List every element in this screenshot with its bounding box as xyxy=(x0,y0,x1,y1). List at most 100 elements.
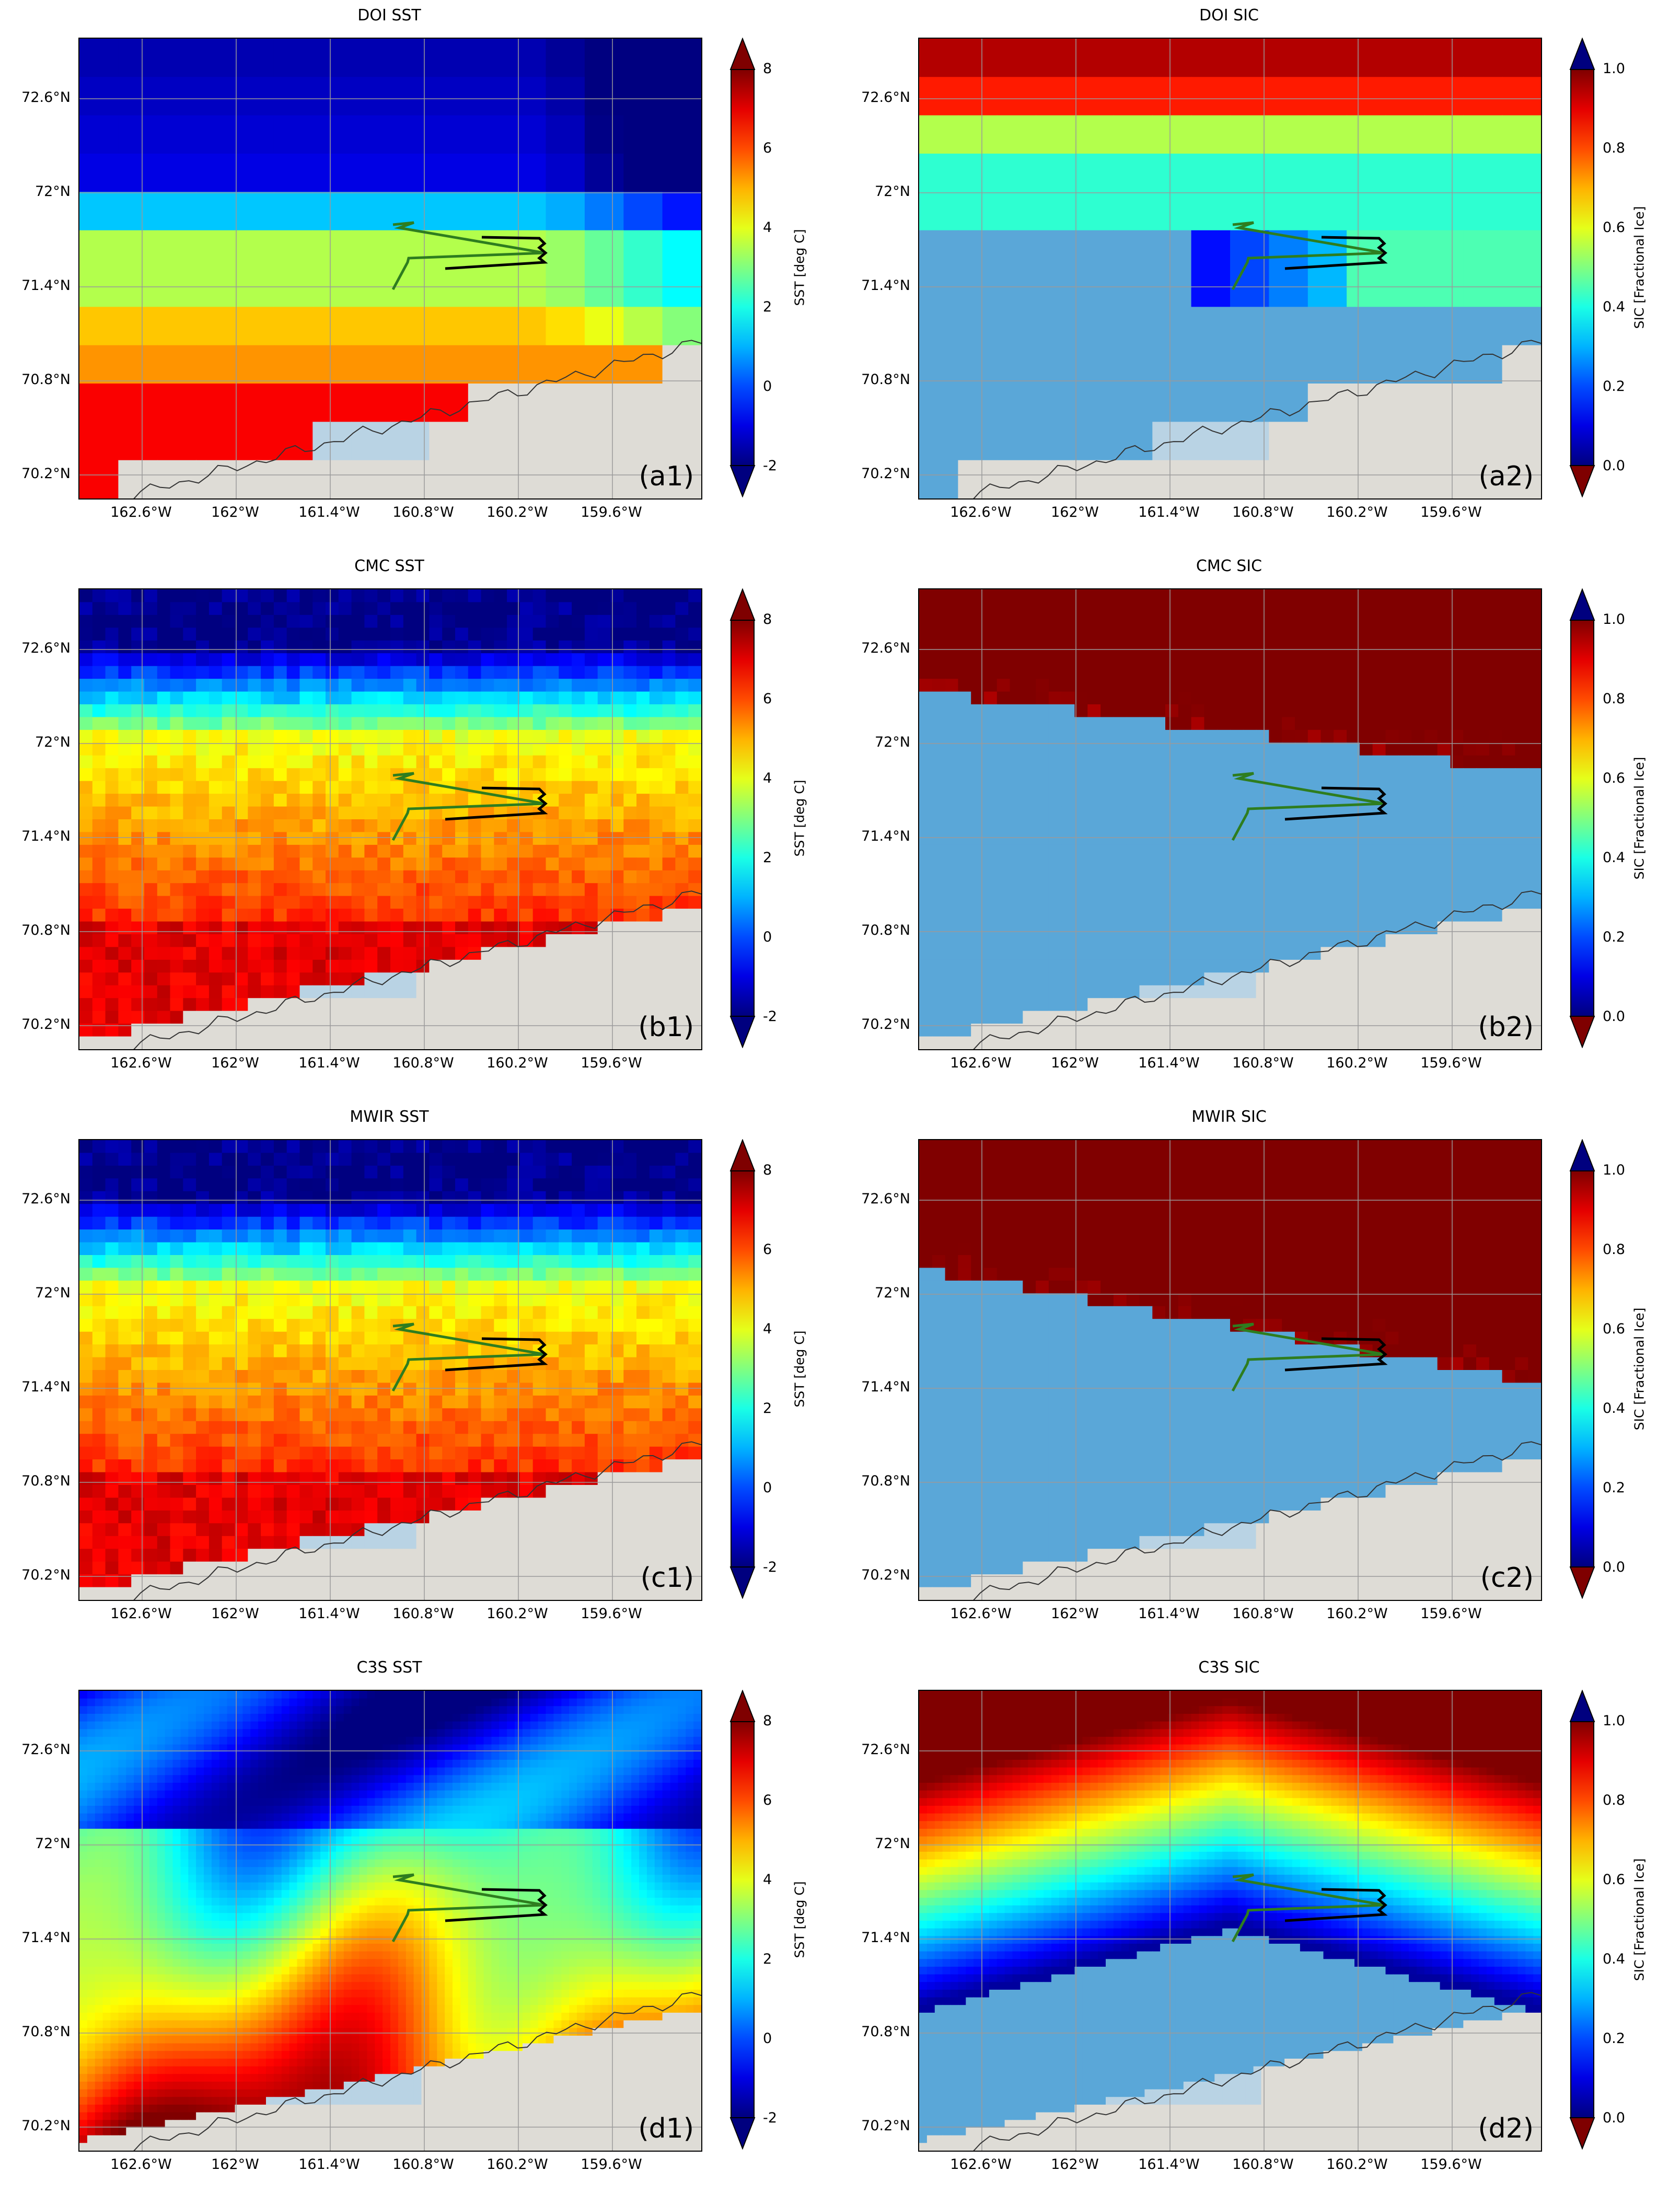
colorbar-tick-label: 0.0 xyxy=(1603,458,1625,474)
lon-tick-label: 162°W xyxy=(1038,2156,1111,2173)
colorbar-tick-label: 0.2 xyxy=(1603,2030,1625,2047)
panel-label: (b2) xyxy=(1478,1012,1534,1043)
colorbar-label: SST [deg C] xyxy=(792,1882,807,1958)
field-cells xyxy=(79,1140,701,1600)
lat-tick-label: 70.8°N xyxy=(3,371,71,388)
lon-tick-label: 160.8°W xyxy=(1226,2156,1300,2173)
panel-label: (a1) xyxy=(639,461,694,492)
lat-tick-label: 72.6°N xyxy=(842,1191,910,1207)
panel-title: C3S SIC xyxy=(918,1658,1540,1677)
lon-tick-label: 162°W xyxy=(1038,1055,1111,1071)
map-area: (d2) xyxy=(918,1690,1542,2152)
colorbar-label: SST [deg C] xyxy=(792,1331,807,1408)
map-field xyxy=(79,589,701,1049)
lat-tick-label: 72°N xyxy=(842,1285,910,1301)
field-cells xyxy=(919,1691,1541,2151)
map-field xyxy=(79,39,701,498)
colorbar-tick-label: 0 xyxy=(763,1480,772,1496)
lat-tick-label: 72.6°N xyxy=(842,640,910,656)
colorbar-tick-label: 0.6 xyxy=(1603,1872,1625,1888)
lon-tick-label: 162°W xyxy=(199,2156,272,2173)
lat-tick-label: 72°N xyxy=(3,183,71,200)
colorbar xyxy=(726,38,758,497)
colorbar-extend-top xyxy=(726,1139,758,1171)
panel-label: (c1) xyxy=(641,1562,694,1594)
lat-tick-label: 71.4°N xyxy=(842,828,910,844)
panel-title: CMC SST xyxy=(78,557,700,575)
lat-tick-label: 70.8°N xyxy=(842,371,910,388)
colorbar-extend-bottom xyxy=(1566,1016,1597,1048)
colorbar-gradient xyxy=(1570,69,1594,466)
lon-tick-label: 161.4°W xyxy=(293,504,366,520)
map-field xyxy=(919,1140,1541,1600)
lon-tick-label: 159.6°W xyxy=(1415,2156,1488,2173)
map-area: (b1) xyxy=(78,588,702,1050)
lon-tick-label: 162.6°W xyxy=(944,1606,1017,1622)
colorbar-gradient xyxy=(1570,1721,1594,2118)
colorbar-tick-label: 0.8 xyxy=(1603,1241,1625,1258)
colorbar-tick-label: 8 xyxy=(763,1162,772,1178)
panel-label: (d2) xyxy=(1478,2113,1534,2144)
lat-tick-label: 72°N xyxy=(3,1285,71,1301)
lon-tick-label: 161.4°W xyxy=(1132,2156,1206,2173)
colorbar-tick-label: -2 xyxy=(763,458,777,474)
lat-tick-label: 72.6°N xyxy=(3,1191,71,1207)
lon-tick-label: 159.6°W xyxy=(575,2156,648,2173)
colorbar-extend-bottom xyxy=(1566,1566,1597,1599)
field-cells xyxy=(919,589,1541,1049)
lon-tick-label: 161.4°W xyxy=(293,1606,366,1622)
lon-tick-label: 160.2°W xyxy=(481,1055,554,1071)
lon-tick-label: 161.4°W xyxy=(293,2156,366,2173)
lon-tick-label: 162°W xyxy=(1038,504,1111,520)
panel-title: DOI SST xyxy=(78,6,700,25)
map-area: (c2) xyxy=(918,1139,1542,1601)
colorbar-tick-label: -2 xyxy=(763,1008,777,1025)
lon-tick-label: 162.6°W xyxy=(105,1606,178,1622)
lat-tick-label: 70.8°N xyxy=(842,1473,910,1489)
lat-tick-label: 70.8°N xyxy=(3,922,71,938)
colorbar-extend-bottom xyxy=(726,2117,758,2150)
lat-tick-label: 70.2°N xyxy=(3,2118,71,2134)
colorbar-tick-label: 0.6 xyxy=(1603,770,1625,786)
colorbar xyxy=(1566,1690,1597,2150)
field-cells xyxy=(919,1140,1541,1600)
colorbar-tick-label: 6 xyxy=(763,1792,772,1808)
colorbar-tick-label: 0.4 xyxy=(1603,299,1625,315)
lon-tick-label: 162.6°W xyxy=(944,2156,1017,2173)
lon-tick-label: 160.2°W xyxy=(481,504,554,520)
colorbar-gradient xyxy=(731,1170,755,1568)
lon-tick-label: 162°W xyxy=(1038,1606,1111,1622)
colorbar-tick-label: 0.0 xyxy=(1603,2110,1625,2126)
field-cells xyxy=(79,39,701,498)
colorbar-tick-label: 4 xyxy=(763,1872,772,1888)
panel-label: (c2) xyxy=(1480,1562,1534,1594)
colorbar-tick-label: 2 xyxy=(763,1951,772,1967)
lon-tick-label: 159.6°W xyxy=(575,1606,648,1622)
lon-tick-label: 159.6°W xyxy=(1415,1055,1488,1071)
lat-tick-label: 72.6°N xyxy=(3,89,71,106)
colorbar-tick-label: -2 xyxy=(763,2110,777,2126)
colorbar-tick-label: 0 xyxy=(763,378,772,394)
colorbar-label: SST [deg C] xyxy=(792,780,807,857)
lat-tick-label: 70.8°N xyxy=(842,2024,910,2040)
lon-tick-label: 160.8°W xyxy=(387,1606,460,1622)
lat-tick-label: 72.6°N xyxy=(3,640,71,656)
lon-tick-label: 162°W xyxy=(199,504,272,520)
lon-tick-label: 161.4°W xyxy=(293,1055,366,1071)
lon-tick-label: 159.6°W xyxy=(1415,504,1488,520)
lat-tick-label: 70.8°N xyxy=(3,1473,71,1489)
colorbar-tick-label: 1.0 xyxy=(1603,611,1625,628)
colorbar-extend-bottom xyxy=(726,465,758,497)
lon-tick-label: 160.2°W xyxy=(1320,504,1394,520)
map-area: (a1) xyxy=(78,38,702,500)
lon-tick-label: 162.6°W xyxy=(105,1055,178,1071)
lat-tick-label: 72.6°N xyxy=(842,89,910,106)
lat-tick-label: 72.6°N xyxy=(842,1741,910,1758)
colorbar-tick-label: 0.2 xyxy=(1603,1480,1625,1496)
colorbar-extend-bottom xyxy=(726,1566,758,1599)
